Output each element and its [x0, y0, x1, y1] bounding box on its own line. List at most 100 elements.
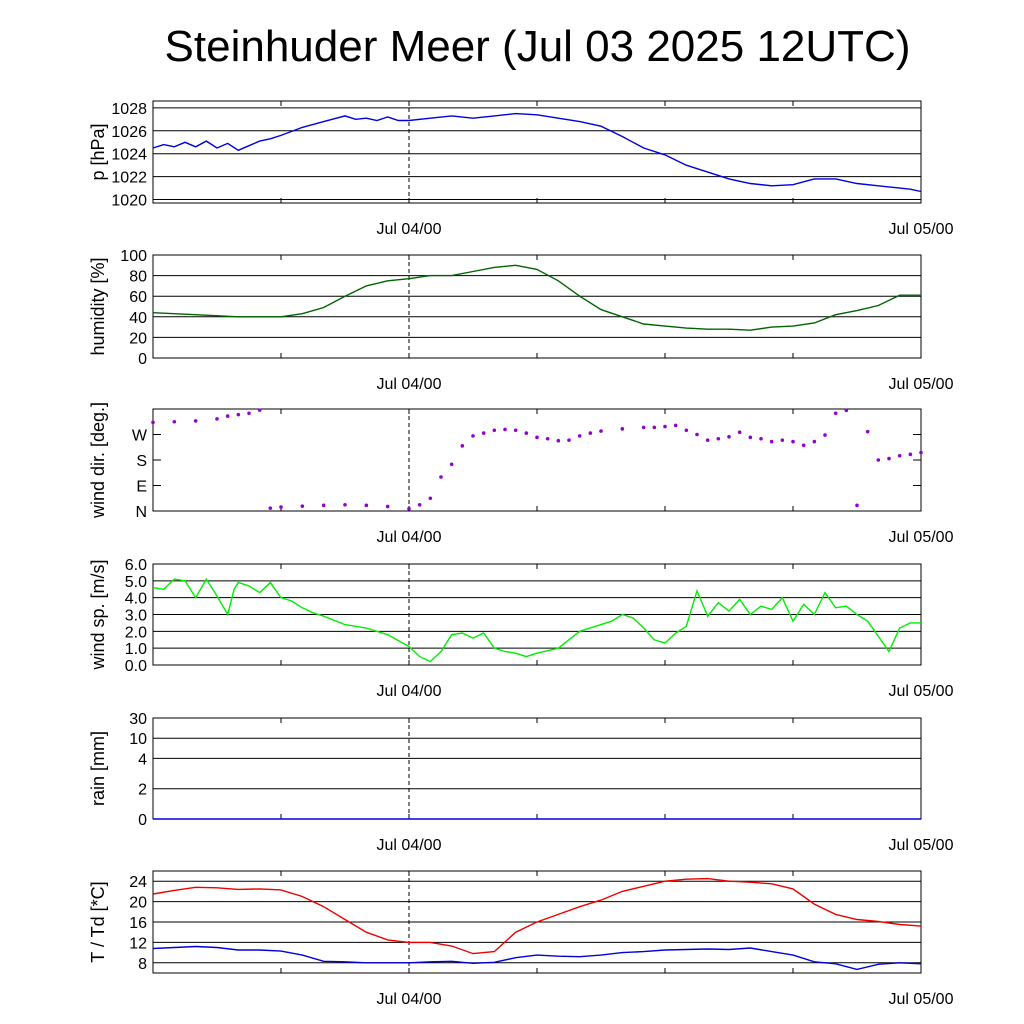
- wind-dir-point: [300, 504, 305, 508]
- y-tick-label: 10: [129, 731, 147, 748]
- y-tick-label: 1026: [111, 124, 147, 141]
- y-tick-label: 1022: [111, 170, 147, 187]
- wind-dir-point: [673, 423, 678, 428]
- wind-dir-point: [876, 458, 881, 462]
- chart-title: Steinhuder Meer (Jul 03 2025 12UTC): [164, 22, 911, 71]
- wind-dir-point: [193, 419, 198, 423]
- wind-dir-point: [449, 462, 454, 467]
- x-tick-label: Jul 05/00: [889, 837, 954, 854]
- wind-dir-point: [737, 430, 742, 435]
- wind-dir-point: [887, 456, 891, 461]
- wind-dir-point: [769, 439, 774, 444]
- wind-dir-point: [801, 443, 806, 448]
- x-tick-label: Jul 04/00: [377, 376, 442, 393]
- y-tick-label: 24: [129, 874, 147, 891]
- y-axis-label: wind sp. [m/s]: [88, 559, 108, 670]
- x-tick-label: Jul 05/00: [889, 683, 954, 700]
- y-tick-label: 20: [129, 895, 147, 912]
- wind-dir-point: [759, 436, 763, 441]
- wind-dir-point: [236, 412, 241, 417]
- wind-dir-point: [823, 433, 827, 437]
- wind-dir-point: [268, 506, 273, 510]
- series-line-1-0: [152, 264, 921, 331]
- wind-dir-point: [535, 435, 539, 440]
- x-tick-label: Jul 05/00: [889, 376, 954, 393]
- y-axis-label: wind dir. [deg.]: [88, 402, 108, 519]
- y-tick-label: 6.0: [125, 557, 147, 574]
- y-tick-label: 1024: [111, 147, 147, 164]
- wind-dir-point: [556, 438, 561, 443]
- wind-dir-point: [695, 432, 699, 437]
- wind-dir-point: [471, 434, 475, 438]
- wind-dir-point: [599, 429, 603, 433]
- wind-dir-point: [460, 444, 465, 448]
- wind-dir-point: [716, 436, 721, 441]
- wind-dir-point: [524, 431, 529, 435]
- plot-frame-4: [152, 717, 922, 820]
- wind-dir-point: [652, 425, 657, 430]
- y-tick-label: 12: [129, 935, 147, 952]
- y-tick-label: 40: [129, 310, 147, 327]
- wind-dir-point: [492, 428, 497, 433]
- wind-dir-point: [172, 419, 177, 424]
- wind-dir-point: [641, 425, 646, 430]
- wind-dir-point: [780, 438, 785, 442]
- y-tick-label: 0.0: [125, 658, 147, 675]
- y-tick-label: 80: [129, 269, 147, 286]
- y-tick-label: 4: [138, 751, 147, 768]
- y-tick-label: N: [135, 504, 147, 521]
- series-line-3-0: [152, 577, 921, 663]
- wind-dir-point: [577, 434, 582, 438]
- wind-dir-point: [545, 436, 550, 441]
- y-tick-label: 100: [120, 248, 147, 265]
- wind-dir-point: [407, 506, 411, 511]
- wind-dir-point: [343, 502, 347, 507]
- y-tick-label: 8: [138, 956, 147, 973]
- series-line-5-0: [152, 877, 922, 955]
- wind-dir-point: [225, 414, 230, 418]
- plot-frame-1: [152, 254, 922, 359]
- wind-dir-point: [844, 408, 849, 413]
- wind-dir-point: [748, 435, 753, 440]
- y-tick-label: 2: [138, 782, 147, 799]
- wind-dir-point: [908, 452, 913, 457]
- wind-dir-point: [481, 431, 486, 435]
- wind-dir-point: [791, 439, 795, 444]
- wind-dir-point: [513, 428, 518, 433]
- wind-dir-point: [919, 450, 923, 455]
- wind-dir-point: [684, 428, 689, 433]
- wind-dir-point: [215, 417, 219, 421]
- y-axis-label: p [hPa]: [88, 123, 108, 180]
- wind-dir-point: [833, 411, 838, 416]
- x-tick-label: Jul 04/00: [377, 991, 442, 1008]
- x-tick-label: Jul 04/00: [377, 529, 442, 546]
- x-tick-label: Jul 04/00: [377, 683, 442, 700]
- wind-dir-point: [855, 503, 859, 508]
- wind-dir-point: [321, 503, 326, 508]
- y-axis-label: humidity [%]: [88, 257, 108, 355]
- series-line-5-1: [152, 945, 922, 971]
- x-tick-label: Jul 05/00: [889, 221, 954, 238]
- x-tick-label: Jul 05/00: [889, 529, 954, 546]
- y-tick-label: 60: [129, 289, 147, 306]
- wind-dir-point: [417, 502, 422, 507]
- y-tick-label: 0: [138, 812, 147, 829]
- wind-dir-point: [279, 505, 283, 509]
- wind-dir-point: [567, 438, 571, 442]
- y-axis-label: rain [mm]: [88, 731, 108, 806]
- y-tick-label: 4.0: [125, 591, 147, 608]
- wind-dir-point: [865, 429, 870, 434]
- y-tick-label: S: [136, 453, 147, 470]
- wind-dir-point: [897, 453, 902, 458]
- wind-dir-point: [620, 427, 625, 431]
- y-tick-label: 30: [129, 711, 147, 728]
- y-tick-label: 3.0: [125, 608, 147, 625]
- x-tick-label: Jul 04/00: [377, 837, 442, 854]
- wind-dir-point: [588, 431, 593, 435]
- wind-dir-point: [663, 424, 667, 429]
- wind-dir-point: [257, 408, 262, 412]
- y-tick-label: 1028: [111, 101, 147, 118]
- wind-dir-point: [428, 496, 433, 501]
- y-axis-label: T / Td [*C]: [88, 881, 108, 962]
- wind-dir-point: [727, 434, 731, 439]
